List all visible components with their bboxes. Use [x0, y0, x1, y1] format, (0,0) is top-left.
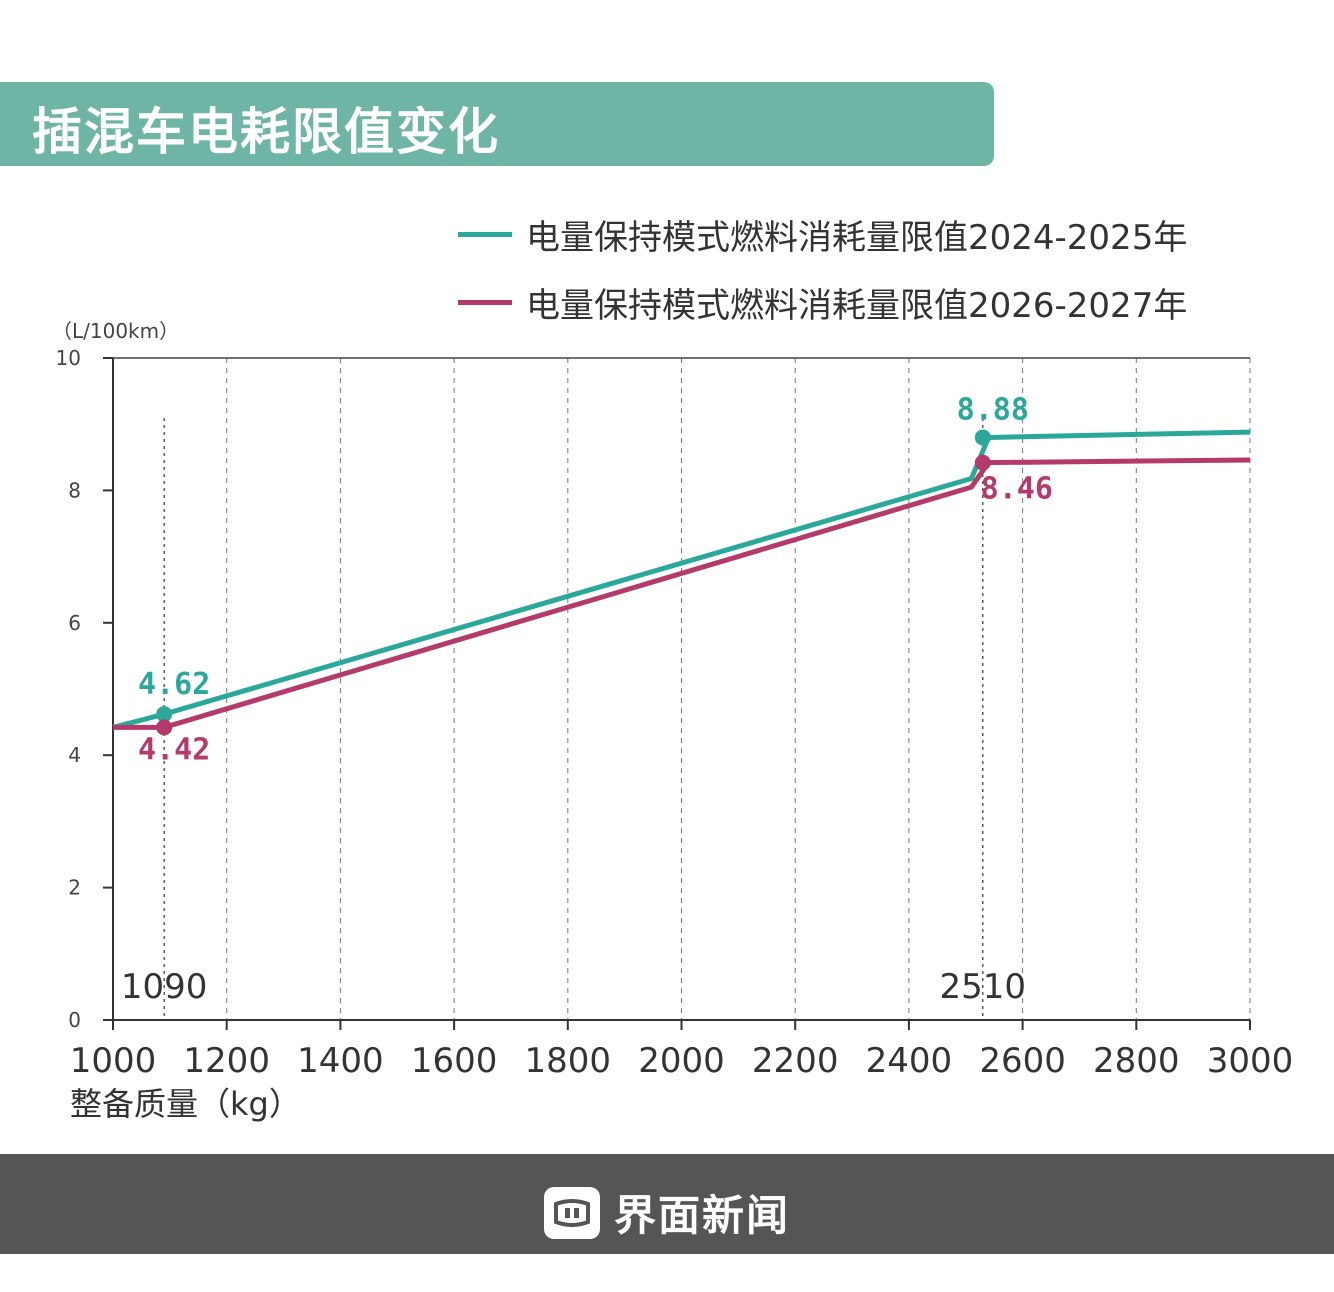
legend-swatch-2024 — [458, 231, 512, 237]
title-bar: 插混车电耗限值变化 — [0, 82, 994, 166]
legend-item-2026: 电量保持模式燃料消耗量限值2026-2027年 — [458, 268, 1187, 336]
legend-item-2024: 电量保持模式燃料消耗量限值2024-2025年 — [458, 200, 1187, 268]
brand-name: 界面新闻 — [614, 1191, 791, 1240]
y-tick-label-0: 0 — [68, 1008, 81, 1032]
y-tick-label-10: 10 — [56, 346, 81, 370]
y-tick-label-2: 2 — [68, 876, 81, 900]
footer-bar: 界面新闻 — [0, 1154, 1334, 1254]
series-line-0 — [112, 429, 1251, 730]
y-tick-label-4: 4 — [68, 743, 81, 767]
data-label-1-0: 4.42 — [138, 732, 210, 767]
reference-label-1: 2510 — [940, 967, 1027, 1007]
page-title: 插混车电耗限值变化 — [32, 103, 500, 161]
legend-label-2024: 电量保持模式燃料消耗量限值2024-2025年 — [526, 217, 1188, 258]
legend-label-2026: 电量保持模式燃料消耗量限值2026-2027年 — [526, 285, 1188, 326]
data-point-1-1 — [974, 454, 991, 471]
legend-swatch-2026 — [458, 299, 512, 305]
chart-legend: 电量保持模式燃料消耗量限值2024-2025年 电量保持模式燃料消耗量限值202… — [458, 200, 1187, 336]
data-label-0-0: 4.62 — [138, 667, 210, 702]
y-unit-label: （L/100km） — [52, 319, 179, 343]
y-tick-label-8: 8 — [68, 478, 81, 502]
data-point-0-1 — [974, 429, 991, 446]
x-tick-label-1200: 1200 — [183, 1041, 270, 1081]
brand-logo-icon — [544, 1186, 600, 1239]
brand-logo: 界面新闻 — [544, 1182, 790, 1243]
x-tick-label-2200: 2200 — [752, 1041, 839, 1081]
reference-label-0: 1090 — [121, 967, 208, 1007]
line-chart: 1090 2510 0 2 4 6 8 10 （L/100km） 1000 1200 1400 1600… — [52, 319, 1294, 1123]
x-tick-label-2800: 2800 — [1093, 1041, 1180, 1081]
x-tick-label-1800: 1800 — [525, 1041, 612, 1081]
data-label-0-1: 8.88 — [957, 392, 1029, 427]
x-tick-label-2600: 2600 — [979, 1041, 1066, 1081]
x-tick-label-2400: 2400 — [866, 1041, 953, 1081]
x-tick-label-1600: 1600 — [411, 1041, 498, 1081]
data-point-0-0 — [156, 706, 173, 723]
y-tick-label-6: 6 — [68, 611, 81, 635]
x-tick-label-2000: 2000 — [638, 1041, 725, 1081]
x-tick-label-1000: 1000 — [70, 1041, 157, 1081]
x-tick-label-3000: 3000 — [1207, 1041, 1294, 1081]
x-tick-label-1400: 1400 — [297, 1041, 384, 1081]
x-axis-title: 整备质量（kg） — [70, 1085, 301, 1123]
data-label-1-1: 8.46 — [981, 472, 1053, 507]
series-line-1 — [113, 457, 1251, 730]
data-point-1-0 — [156, 719, 173, 736]
